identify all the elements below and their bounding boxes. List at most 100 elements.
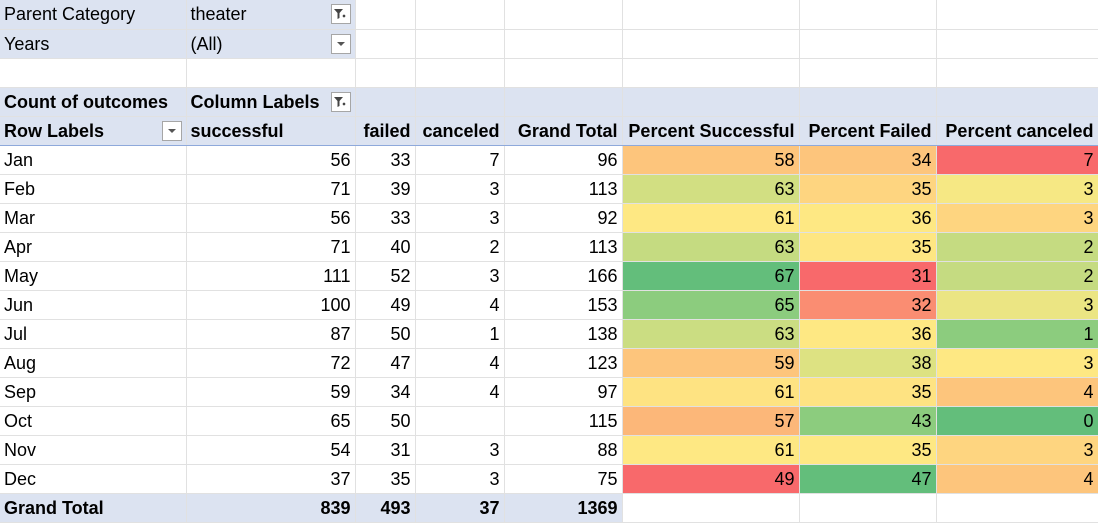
percent-successful[interactable]: 63	[622, 174, 800, 204]
percent-failed[interactable]: 35	[799, 377, 937, 407]
percent-canceled[interactable]: 3	[936, 290, 1098, 320]
percent-failed[interactable]: 32	[799, 290, 937, 320]
grand-total-count[interactable]: 166	[504, 261, 623, 291]
row-labels-cell[interactable]: Row Labels	[0, 116, 187, 146]
percent-failed[interactable]: 35	[799, 174, 937, 204]
canceled-count[interactable]: 3	[415, 261, 505, 291]
canceled-count[interactable]	[415, 406, 505, 436]
empty-cell[interactable]	[799, 493, 937, 523]
percent-canceled[interactable]: 3	[936, 348, 1098, 378]
grand-total-label[interactable]: Grand Total	[0, 492, 187, 523]
successful-count[interactable]: 87	[186, 319, 356, 349]
grand-total-count[interactable]: 97	[504, 377, 623, 407]
percent-successful[interactable]: 49	[622, 464, 800, 494]
row-label[interactable]: Apr	[0, 232, 187, 262]
successful-count[interactable]: 56	[186, 145, 356, 175]
row-label[interactable]: Jan	[0, 145, 187, 175]
dropdown-arrow-icon[interactable]	[161, 120, 182, 141]
grand-total-count[interactable]: 88	[504, 435, 623, 465]
percent-successful[interactable]: 63	[622, 319, 800, 349]
percent-successful[interactable]: 59	[622, 348, 800, 378]
grand-total-count[interactable]: 115	[504, 406, 623, 436]
percent-canceled[interactable]: 7	[936, 145, 1098, 175]
successful-count[interactable]: 100	[186, 290, 356, 320]
row-label[interactable]: Mar	[0, 203, 187, 233]
percent-canceled[interactable]: 2	[936, 232, 1098, 262]
filter-value-cell[interactable]: theater	[186, 0, 356, 30]
successful-count[interactable]: 37	[186, 464, 356, 494]
successful-count[interactable]: 56	[186, 203, 356, 233]
percent-failed[interactable]: 38	[799, 348, 937, 378]
grand-total-failed[interactable]: 493	[355, 492, 416, 523]
canceled-count[interactable]: 3	[415, 203, 505, 233]
percent-failed[interactable]: 36	[799, 203, 937, 233]
dropdown-arrow-icon[interactable]	[330, 33, 351, 54]
percent-canceled[interactable]: 1	[936, 319, 1098, 349]
row-label[interactable]: Jun	[0, 290, 187, 320]
percent-successful[interactable]: 61	[622, 203, 800, 233]
failed-count[interactable]: 31	[355, 435, 416, 465]
grand-total-canceled[interactable]: 37	[415, 492, 505, 523]
failed-count[interactable]: 52	[355, 261, 416, 291]
successful-count[interactable]: 59	[186, 377, 356, 407]
grand-total-count[interactable]: 75	[504, 464, 623, 494]
row-label[interactable]: Sep	[0, 377, 187, 407]
canceled-count[interactable]: 4	[415, 348, 505, 378]
grand-total-count[interactable]: 123	[504, 348, 623, 378]
row-label[interactable]: Aug	[0, 348, 187, 378]
percent-canceled[interactable]: 4	[936, 377, 1098, 407]
canceled-count[interactable]: 1	[415, 319, 505, 349]
canceled-count[interactable]: 3	[415, 464, 505, 494]
filter-applied-icon[interactable]	[330, 91, 351, 112]
successful-count[interactable]: 71	[186, 174, 356, 204]
empty-cell[interactable]	[622, 493, 800, 523]
failed-count[interactable]: 49	[355, 290, 416, 320]
grand-total-successful[interactable]: 839	[186, 492, 356, 523]
percent-failed[interactable]: 47	[799, 464, 937, 494]
failed-count[interactable]: 50	[355, 319, 416, 349]
grand-total-count[interactable]: 138	[504, 319, 623, 349]
percent-canceled[interactable]: 3	[936, 203, 1098, 233]
percent-successful[interactable]: 67	[622, 261, 800, 291]
grand-total-count[interactable]: 153	[504, 290, 623, 320]
grand-total-count[interactable]: 92	[504, 203, 623, 233]
canceled-count[interactable]: 3	[415, 174, 505, 204]
row-label[interactable]: Dec	[0, 464, 187, 494]
grand-total-count[interactable]: 96	[504, 145, 623, 175]
percent-canceled[interactable]: 3	[936, 174, 1098, 204]
successful-count[interactable]: 111	[186, 261, 356, 291]
failed-count[interactable]: 34	[355, 377, 416, 407]
row-label[interactable]: May	[0, 261, 187, 291]
failed-count[interactable]: 35	[355, 464, 416, 494]
failed-count[interactable]: 47	[355, 348, 416, 378]
canceled-count[interactable]: 4	[415, 290, 505, 320]
percent-canceled[interactable]: 0	[936, 406, 1098, 436]
successful-count[interactable]: 65	[186, 406, 356, 436]
percent-failed[interactable]: 35	[799, 232, 937, 262]
percent-canceled[interactable]: 4	[936, 464, 1098, 494]
percent-successful[interactable]: 58	[622, 145, 800, 175]
failed-count[interactable]: 40	[355, 232, 416, 262]
canceled-count[interactable]: 2	[415, 232, 505, 262]
column-labels-cell[interactable]: Column Labels	[186, 87, 356, 117]
canceled-count[interactable]: 3	[415, 435, 505, 465]
filter-applied-icon[interactable]	[330, 4, 351, 25]
row-label[interactable]: Jul	[0, 319, 187, 349]
failed-count[interactable]: 39	[355, 174, 416, 204]
row-label[interactable]: Feb	[0, 174, 187, 204]
percent-failed[interactable]: 36	[799, 319, 937, 349]
successful-count[interactable]: 54	[186, 435, 356, 465]
successful-count[interactable]: 71	[186, 232, 356, 262]
percent-successful[interactable]: 61	[622, 377, 800, 407]
percent-successful[interactable]: 63	[622, 232, 800, 262]
percent-successful[interactable]: 65	[622, 290, 800, 320]
percent-failed[interactable]: 34	[799, 145, 937, 175]
canceled-count[interactable]: 4	[415, 377, 505, 407]
failed-count[interactable]: 50	[355, 406, 416, 436]
failed-count[interactable]: 33	[355, 145, 416, 175]
row-label[interactable]: Nov	[0, 435, 187, 465]
percent-failed[interactable]: 35	[799, 435, 937, 465]
filter-value-cell[interactable]: (All)	[186, 29, 356, 59]
canceled-count[interactable]: 7	[415, 145, 505, 175]
percent-successful[interactable]: 61	[622, 435, 800, 465]
